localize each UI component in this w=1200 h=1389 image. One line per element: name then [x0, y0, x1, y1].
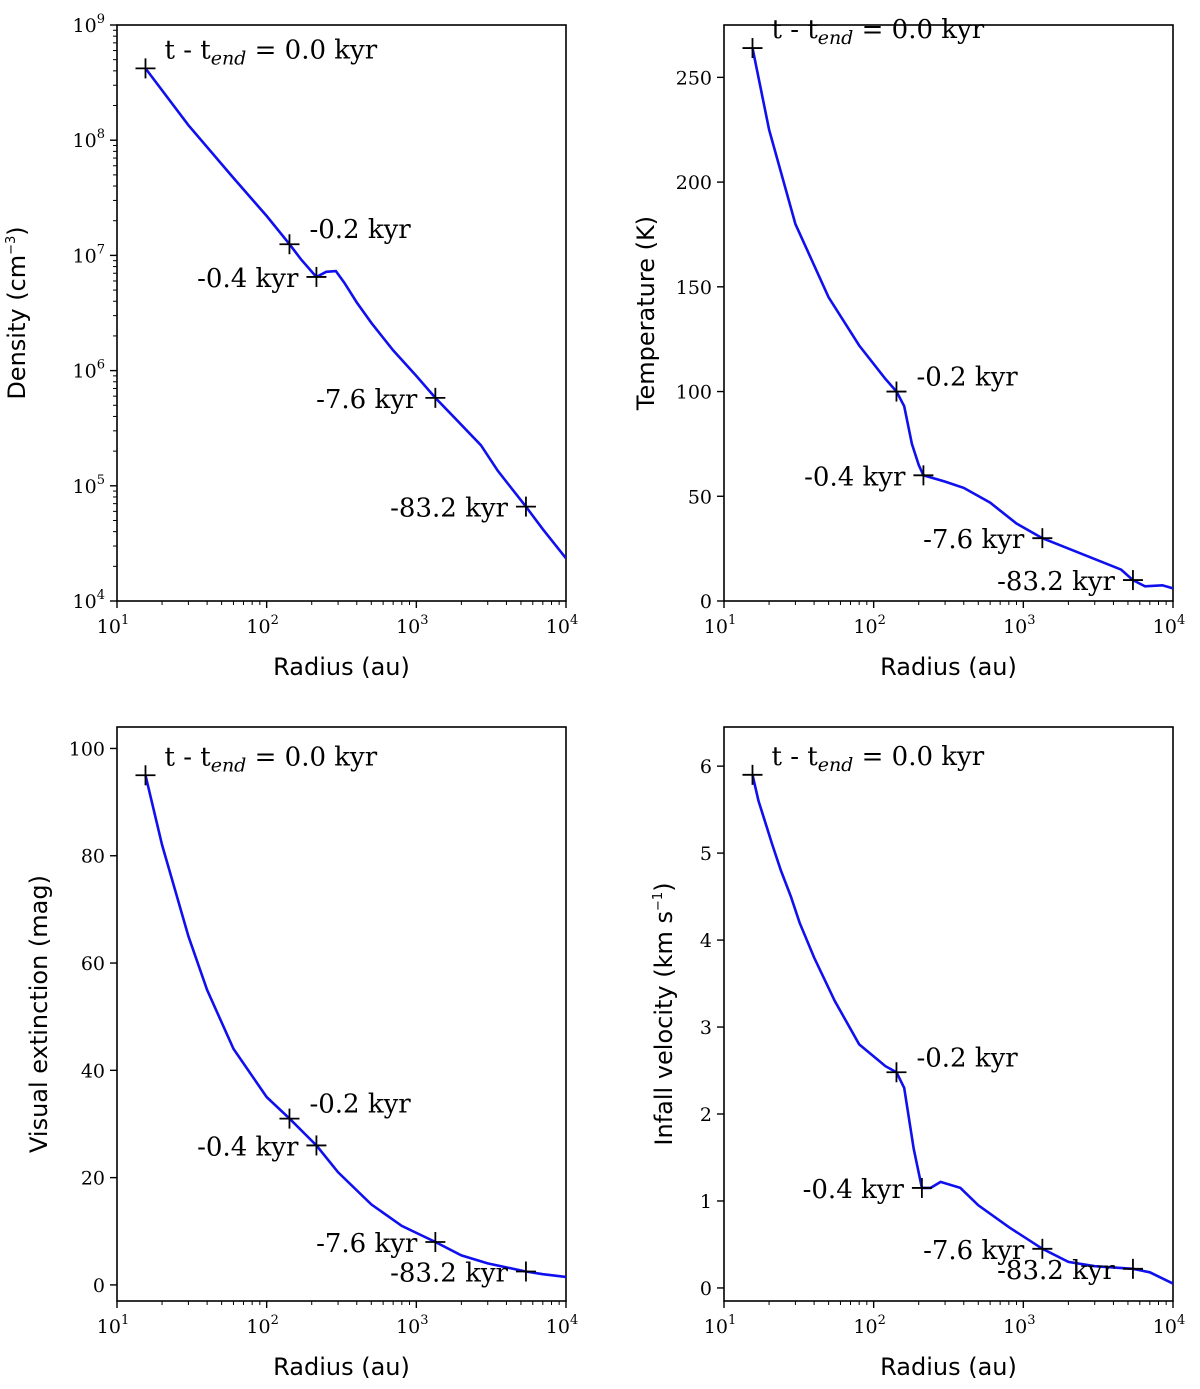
extinction-series-line — [144, 774, 566, 1279]
velocity-ytick-label: 6 — [700, 756, 712, 778]
temperature-panel: 101 102 103 104 0 50 100 150 200 250 Radius (au) Te… — [632, 15, 1185, 681]
extinction-ytick-label: 40 — [81, 1060, 105, 1082]
density-xtick-label: 104 — [546, 613, 578, 638]
temperature-xtick-label: 103 — [1003, 613, 1035, 638]
density-ytick-label: 106 — [73, 358, 105, 383]
temperature-plot-frame — [723, 24, 1174, 602]
temperature-series-line — [751, 47, 1173, 590]
extinction-xtick-label: 101 — [97, 1313, 129, 1338]
temperature-annotation-time-label: t - tend = 0.0 kyr — [771, 15, 984, 49]
density-annotation-label: -0.4 kyr — [197, 264, 299, 294]
extinction-ytick-label: 80 — [81, 846, 105, 868]
velocity-xtick-label: 102 — [853, 1313, 885, 1338]
extinction-xtick-label: 103 — [396, 1313, 428, 1338]
density-xtick-label: 103 — [396, 613, 428, 638]
temperature-ytick-label: 150 — [676, 277, 712, 299]
temperature-ytick-label: 50 — [688, 486, 712, 508]
density-y-axis-title: Density (cm−3) — [3, 226, 31, 399]
velocity-ytick-label: 3 — [700, 1017, 712, 1039]
temperature-y-axis-title: Temperature (K) — [632, 216, 660, 411]
temperature-ytick-label: 250 — [676, 67, 712, 89]
extinction-xtick-label: 102 — [246, 1313, 278, 1338]
extinction-annotation-label: -0.4 kyr — [197, 1132, 299, 1162]
temperature-xtick-label: 101 — [704, 613, 736, 638]
density-ytick-label: 104 — [73, 588, 105, 613]
temperature-ytick-label: 100 — [676, 382, 712, 404]
temperature-annotation-label: -83.2 kyr — [997, 567, 1115, 597]
temperature-annotation-label: -7.6 kyr — [923, 525, 1025, 555]
density-ytick-label: 107 — [73, 242, 105, 267]
temperature-annotation-label: -0.2 kyr — [916, 363, 1018, 393]
velocity-ytick-label: 2 — [700, 1104, 712, 1126]
extinction-annotation-label: -0.2 kyr — [309, 1090, 411, 1120]
temperature-x-axis-title: Radius (au) — [880, 653, 1017, 681]
extinction-ytick-label: 100 — [69, 738, 105, 760]
velocity-annotation-label: -0.2 kyr — [916, 1043, 1018, 1073]
density-panel: 101 102 103 104 104 105 106 107 108 109 Radius (au… — [3, 12, 578, 681]
temperature-xtick-label: 104 — [1153, 613, 1185, 638]
density-ytick-label: 105 — [73, 473, 105, 498]
density-annotation-label: -0.2 kyr — [309, 215, 411, 245]
velocity-annotation-time-label: t - tend = 0.0 kyr — [771, 742, 984, 776]
temperature-annotation-label: -0.4 kyr — [804, 462, 906, 492]
density-xtick-label: 101 — [97, 613, 129, 638]
extinction-xtick-label: 104 — [546, 1313, 578, 1338]
extinction-panel: 101 102 103 104 0 20 40 60 80 100 Radius (au) Visua… — [25, 726, 578, 1381]
density-ytick-label: 108 — [73, 127, 105, 152]
temperature-xtick-label: 102 — [853, 613, 885, 638]
velocity-xtick-label: 104 — [1153, 1313, 1185, 1338]
density-plot-frame — [116, 24, 567, 602]
extinction-annotation-label: -7.6 kyr — [316, 1229, 418, 1259]
velocity-ytick-label: 0 — [700, 1278, 712, 1300]
density-series-line — [144, 67, 566, 560]
extinction-ytick-label: 20 — [81, 1168, 105, 1190]
velocity-ytick-label: 4 — [700, 930, 712, 952]
velocity-y-axis-title: Infall velocity (km s−1) — [650, 882, 678, 1145]
density-annotation-time-label: t - tend = 0.0 kyr — [164, 35, 377, 69]
velocity-x-axis-title: Radius (au) — [880, 1353, 1017, 1381]
extinction-plot-frame — [116, 726, 567, 1302]
density-annotation-label: -83.2 kyr — [390, 494, 508, 524]
extinction-annotation-label: -83.2 kyr — [390, 1258, 508, 1288]
velocity-ytick-label: 5 — [700, 843, 712, 865]
density-annotation-label: -7.6 kyr — [316, 385, 418, 415]
velocity-panel: 101 102 103 104 0 1 2 3 4 5 6 Radius (au) Infall vel… — [650, 726, 1185, 1381]
extinction-x-axis-title: Radius (au) — [273, 1353, 410, 1381]
density-ytick-label: 109 — [73, 12, 105, 37]
velocity-plot-frame — [723, 726, 1174, 1302]
temperature-ytick-label: 0 — [700, 591, 712, 613]
velocity-ytick-label: 1 — [700, 1191, 712, 1213]
velocity-xtick-label: 103 — [1003, 1313, 1035, 1338]
extinction-annotation-time-label: t - tend = 0.0 kyr — [164, 742, 377, 776]
density-xtick-label: 102 — [246, 613, 278, 638]
velocity-annotation-label: -83.2 kyr — [997, 1256, 1115, 1286]
extinction-ytick-label: 0 — [93, 1275, 105, 1297]
temperature-ytick-label: 200 — [676, 172, 712, 194]
velocity-series-line — [751, 774, 1173, 1285]
velocity-annotation-label: -7.6 kyr — [923, 1236, 1025, 1266]
extinction-y-axis-title: Visual extinction (mag) — [25, 875, 53, 1153]
velocity-annotation-label: -0.4 kyr — [803, 1175, 905, 1205]
density-x-axis-title: Radius (au) — [273, 653, 410, 681]
extinction-ytick-label: 60 — [81, 953, 105, 975]
velocity-xtick-label: 101 — [704, 1313, 736, 1338]
